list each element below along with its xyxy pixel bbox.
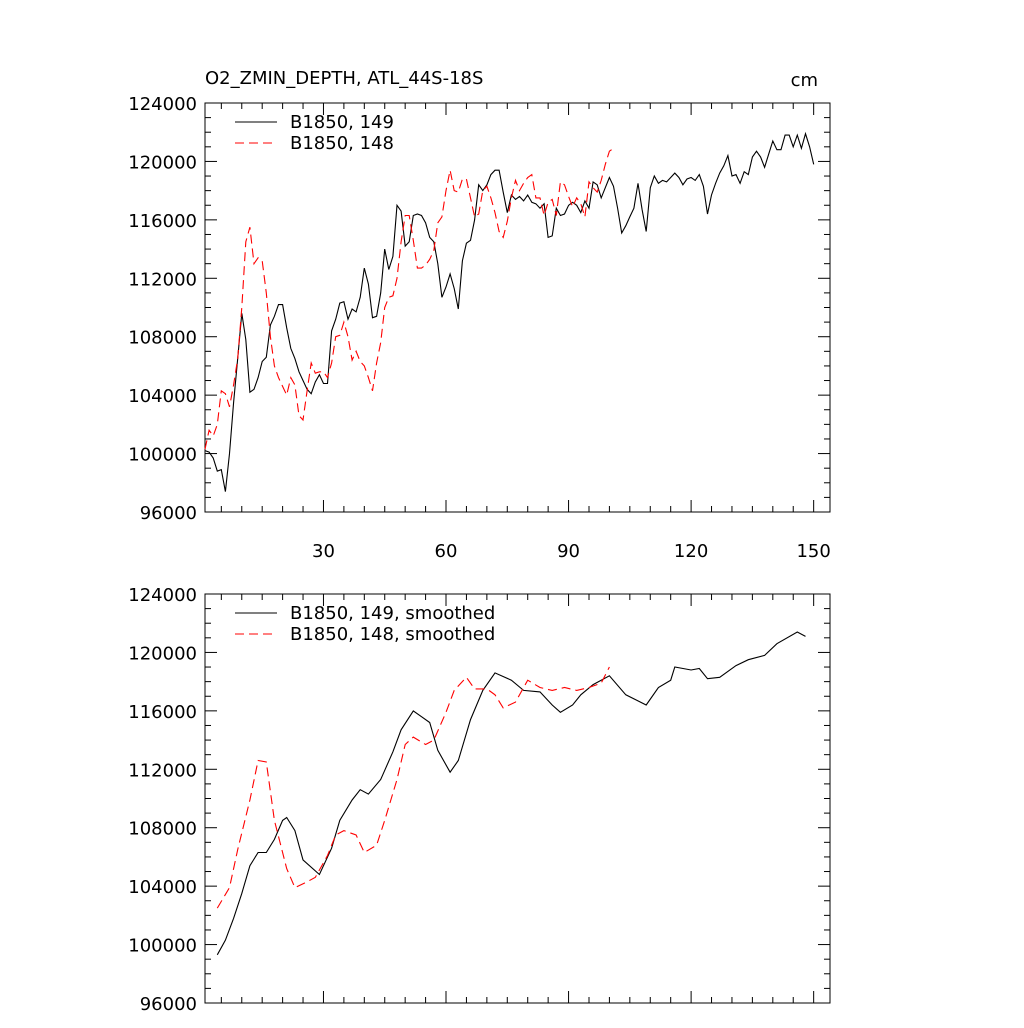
y-tick-label: 112000 [128,269,197,290]
line-series [216,666,610,909]
y-tick-label: 96000 [140,503,197,524]
y-tick-label: 108000 [128,328,197,349]
legend-label: B1850, 149 [290,112,394,133]
plot-frame [204,102,831,513]
y-tick-label: 108000 [128,819,197,840]
y-tick-label: 104000 [128,386,197,407]
legend-label: B1850, 149, smoothed [290,603,495,624]
y-tick-label: 116000 [128,702,197,723]
units-label: cm [791,70,818,91]
line-series [216,631,806,956]
y-tick-label: 100000 [128,936,197,957]
legend-label: B1850, 148, smoothed [290,624,495,645]
y-tick-label: 112000 [128,760,197,781]
y-tick-label: 100000 [128,445,197,466]
x-tick-label: 150 [796,541,830,562]
line-series [204,147,614,450]
x-tick-label: 90 [557,541,580,562]
x-tick-label: 120 [674,541,708,562]
y-tick-label: 104000 [128,877,197,898]
plot-frame [204,593,831,1004]
y-tick-label: 120000 [128,643,197,664]
y-tick-label: 96000 [140,994,197,1015]
line-series [204,131,815,492]
y-tick-label: 120000 [128,152,197,173]
y-tick-label: 116000 [128,211,197,232]
legend-label: B1850, 148 [290,133,394,154]
x-tick-label: 60 [435,541,458,562]
y-tick-label: 124000 [128,585,197,606]
y-tick-label: 124000 [128,94,197,115]
x-tick-label: 30 [312,541,335,562]
chart-title: O2_ZMIN_DEPTH, ATL_44S-18S [205,68,483,89]
